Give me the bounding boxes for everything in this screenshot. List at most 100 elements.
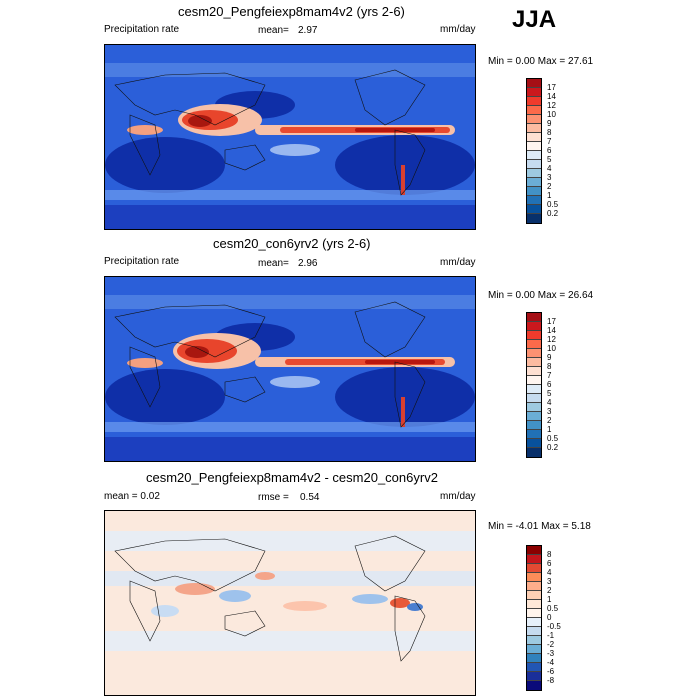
colorbar-swatch bbox=[527, 160, 541, 169]
panel-3-units: mm/day bbox=[440, 491, 476, 502]
colorbar-swatch bbox=[527, 367, 541, 376]
colorbar-swatch bbox=[527, 205, 541, 214]
colorbar-level-label: 2 bbox=[547, 586, 552, 595]
colorbar-level-label: -6 bbox=[547, 667, 555, 676]
colorbar-swatch bbox=[527, 636, 541, 645]
colorbar-swatch bbox=[527, 394, 541, 403]
colorbar-level-label: -4 bbox=[547, 658, 555, 667]
panel-1-units: mm/day bbox=[440, 24, 476, 35]
panel-2-units: mm/day bbox=[440, 257, 476, 268]
colorbar-level-label: 0.5 bbox=[547, 434, 559, 443]
colorbar-level-label: 14 bbox=[547, 326, 556, 335]
colorbar-swatch bbox=[527, 430, 541, 439]
colorbar-level-label: 0 bbox=[547, 613, 552, 622]
colorbar-swatch bbox=[527, 214, 541, 223]
colorbar-swatch bbox=[527, 403, 541, 412]
colorbar-swatch bbox=[527, 609, 541, 618]
colorbar-swatch bbox=[527, 421, 541, 430]
panel-1-mean-value: 2.97 bbox=[298, 25, 318, 36]
colorbar-swatch bbox=[527, 178, 541, 187]
colorbar-level-label: -8 bbox=[547, 676, 555, 685]
colorbar-level-label: 1 bbox=[547, 595, 552, 604]
colorbar-level-label: 0.5 bbox=[547, 200, 559, 209]
colorbar-level-label: 9 bbox=[547, 119, 552, 128]
colorbar-swatch bbox=[527, 573, 541, 582]
colorbar-swatch bbox=[527, 376, 541, 385]
colorbar-swatch bbox=[527, 331, 541, 340]
panel-2-mean-value: 2.96 bbox=[298, 258, 318, 269]
colorbar-level-label: 8 bbox=[547, 362, 552, 371]
panel-2-title: cesm20_con6yrv2 (yrs 2-6) bbox=[213, 236, 371, 251]
panel-2-variable-label: Precipitation rate bbox=[104, 256, 180, 267]
colorbar-swatch bbox=[527, 681, 541, 690]
panel-1-variable-label: Precipitation rate bbox=[104, 24, 180, 35]
colorbar-swatch bbox=[527, 672, 541, 681]
panel-1-minmax: Min = 0.00 Max = 27.61 bbox=[488, 56, 594, 67]
panel-3-map bbox=[104, 510, 476, 696]
colorbar-level-label: 7 bbox=[547, 371, 552, 380]
colorbar-swatch bbox=[527, 564, 541, 573]
panel-2-mean-label: mean= bbox=[258, 258, 289, 269]
colorbar-swatch bbox=[527, 187, 541, 196]
colorbar-level-label: 6 bbox=[547, 146, 552, 155]
colorbar-swatch bbox=[527, 151, 541, 160]
panel-2-minmax: Min = 0.00 Max = 26.64 bbox=[488, 290, 594, 301]
colorbar-level-label: 4 bbox=[547, 164, 552, 173]
colorbar-swatch bbox=[527, 88, 541, 97]
panel-1-colorbar bbox=[526, 78, 542, 224]
colorbar-level-label: 5 bbox=[547, 155, 552, 164]
colorbar-swatch bbox=[527, 439, 541, 448]
colorbar-level-label: 6 bbox=[547, 559, 552, 568]
colorbar-level-label: 12 bbox=[547, 335, 556, 344]
colorbar-level-label: 10 bbox=[547, 344, 556, 353]
colorbar-swatch bbox=[527, 169, 541, 178]
colorbar-swatch bbox=[527, 133, 541, 142]
colorbar-level-label: 6 bbox=[547, 380, 552, 389]
colorbar-swatch bbox=[527, 313, 541, 322]
panel-2-colorbar bbox=[526, 312, 542, 458]
colorbar-level-label: 7 bbox=[547, 137, 552, 146]
colorbar-level-label: 8 bbox=[547, 128, 552, 137]
colorbar-level-label: 1 bbox=[547, 191, 552, 200]
colorbar-level-label: -2 bbox=[547, 640, 555, 649]
panel-1-title: cesm20_Pengfeiexp8mam4v2 (yrs 2-6) bbox=[178, 4, 405, 19]
colorbar-level-label: 3 bbox=[547, 407, 552, 416]
panel-3-minmax: Min = -4.01 Max = 5.18 bbox=[488, 521, 591, 532]
colorbar-swatch bbox=[527, 546, 541, 555]
colorbar-level-label: -0.5 bbox=[547, 622, 561, 631]
colorbar-level-label: 4 bbox=[547, 568, 552, 577]
colorbar-swatch bbox=[527, 448, 541, 457]
panel-1-map bbox=[104, 44, 476, 230]
colorbar-level-label: 5 bbox=[547, 389, 552, 398]
colorbar-swatch bbox=[527, 322, 541, 331]
colorbar-level-label: 3 bbox=[547, 577, 552, 586]
colorbar-level-label: -1 bbox=[547, 631, 555, 640]
colorbar-level-label: 4 bbox=[547, 398, 552, 407]
colorbar-swatch bbox=[527, 79, 541, 88]
colorbar-level-label: 2 bbox=[547, 416, 552, 425]
colorbar-level-label: 1 bbox=[547, 425, 552, 434]
colorbar-level-label: 0.5 bbox=[547, 604, 559, 613]
colorbar-swatch bbox=[527, 115, 541, 124]
colorbar-level-label: 0.2 bbox=[547, 209, 559, 218]
colorbar-swatch bbox=[527, 412, 541, 421]
colorbar-swatch bbox=[527, 349, 541, 358]
colorbar-swatch bbox=[527, 555, 541, 564]
colorbar-level-label: 12 bbox=[547, 101, 556, 110]
colorbar-swatch bbox=[527, 97, 541, 106]
colorbar-level-label: 17 bbox=[547, 317, 556, 326]
colorbar-swatch bbox=[527, 645, 541, 654]
colorbar-level-label: 8 bbox=[547, 550, 552, 559]
colorbar-swatch bbox=[527, 124, 541, 133]
panel-3-colorbar bbox=[526, 545, 542, 691]
colorbar-swatch bbox=[527, 582, 541, 591]
season-label: JJA bbox=[512, 6, 557, 33]
colorbar-swatch bbox=[527, 591, 541, 600]
colorbar-level-label: -3 bbox=[547, 649, 555, 658]
colorbar-swatch bbox=[527, 385, 541, 394]
colorbar-swatch bbox=[527, 358, 541, 367]
colorbar-swatch bbox=[527, 600, 541, 609]
colorbar-swatch bbox=[527, 340, 541, 349]
colorbar-swatch bbox=[527, 618, 541, 627]
colorbar-level-label: 14 bbox=[547, 92, 556, 101]
